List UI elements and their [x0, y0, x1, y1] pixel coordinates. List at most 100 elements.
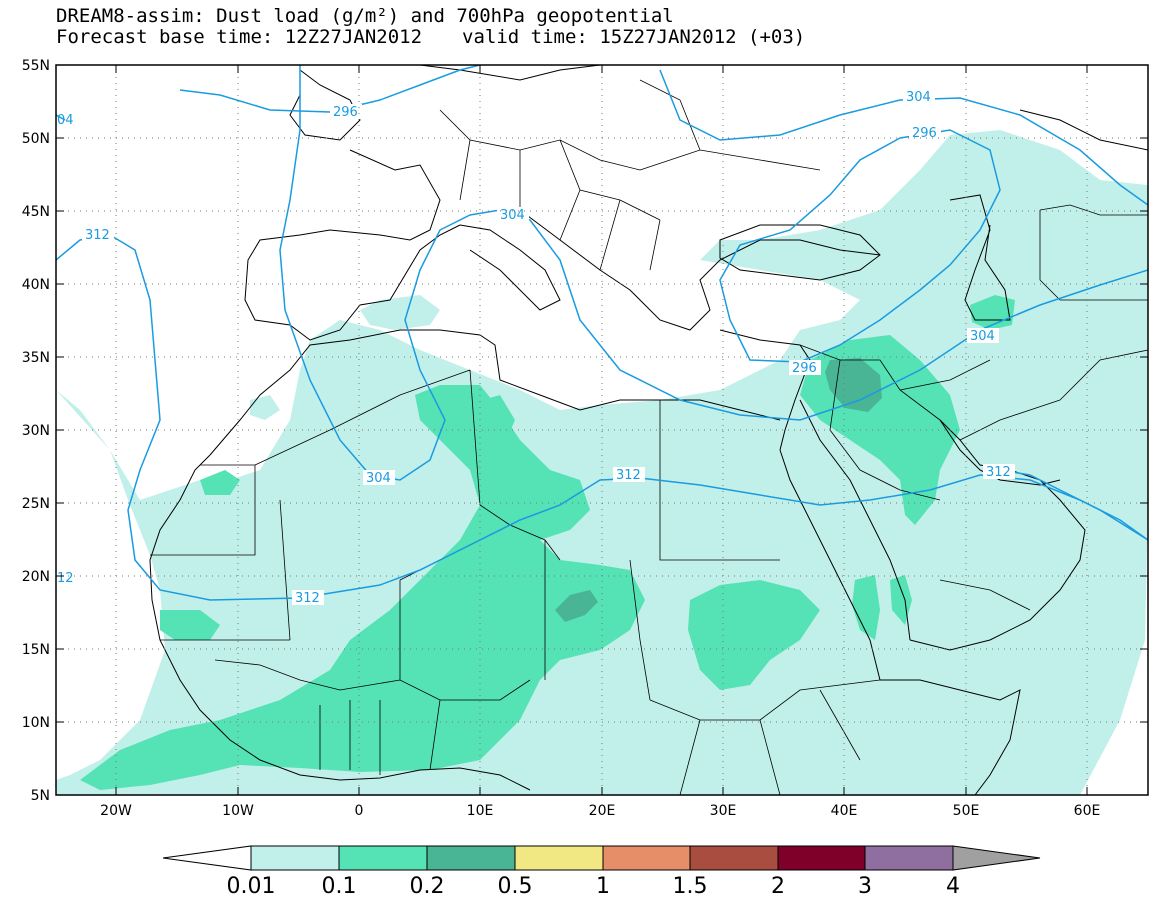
lon-label: 0	[355, 803, 364, 819]
contour-line-304-west-edge	[56, 114, 66, 121]
lon-tick-marks	[115, 65, 1088, 795]
colorbar-label: 0.5	[498, 874, 533, 899]
dust-area-mid-sahel	[80, 385, 645, 790]
border-lines-europe	[439, 79, 821, 271]
lat-label: 35N	[22, 350, 50, 366]
contour-label-bg	[909, 125, 941, 140]
contour-label-bg	[82, 227, 114, 242]
coastline-scandinavia	[419, 65, 601, 81]
axis-ticks	[56, 64, 1148, 796]
border-lines-east-africa	[629, 559, 881, 795]
map-grid	[56, 65, 1148, 795]
contour-label: 312	[616, 468, 641, 483]
contour-label-bg	[967, 328, 999, 343]
contour-label: 312	[986, 465, 1011, 480]
colorbar-swatch	[777, 845, 866, 871]
contour-label: 304	[970, 329, 995, 344]
contour-label-bg	[363, 470, 395, 485]
colorbar-label: 4	[946, 874, 960, 899]
colorbar-swatch	[338, 845, 428, 871]
lat-label: 10N	[22, 715, 50, 731]
contour-label-bg	[789, 360, 821, 375]
contour-label: 304	[500, 208, 525, 223]
dust-area-high-iraq	[825, 358, 882, 412]
contour-label: 312	[295, 591, 320, 606]
colorbar-label: 0.01	[227, 874, 276, 899]
dust-shading	[56, 130, 1148, 795]
contour-line-304-central	[279, 65, 1148, 481]
colorbar-swatch	[250, 845, 340, 871]
valid-time: valid time: 15Z27JAN2012 (+03)	[462, 26, 806, 48]
contour-label-bg	[903, 89, 935, 104]
time-line: Forecast base time: 12Z27JAN2012 valid ti…	[56, 27, 805, 48]
lat-tick-marks	[56, 64, 1148, 796]
contour-label-bg	[613, 467, 645, 482]
lon-label: 40E	[831, 803, 858, 819]
colorbar-swatch	[689, 845, 779, 871]
colorbar-label: 0.1	[322, 874, 357, 899]
colorbar-label: 2	[771, 874, 785, 899]
colorbar-labels: 0.01 0.1 0.2 0.5 1 1.5 2 3 4	[227, 874, 960, 899]
contour-label: 312	[85, 228, 110, 243]
colorbar-label: 3	[858, 874, 872, 899]
dust-area-mid-sahara-north	[465, 395, 515, 455]
contour-labels: 296 304 296 304 312 304 304 296 312 312 …	[57, 89, 1015, 606]
contour-label-bg	[330, 104, 362, 119]
coastline-italy	[459, 224, 561, 311]
dust-area-mid-iran	[970, 295, 1015, 330]
coastline-caspian	[949, 194, 1011, 321]
lon-label: 20E	[589, 803, 616, 819]
lon-label: 60E	[1074, 803, 1101, 819]
lat-label: 55N	[22, 58, 50, 74]
country-borders	[150, 79, 1148, 795]
coastline-west-africa	[149, 454, 531, 791]
colorbar-swatch	[426, 845, 516, 871]
colorbar-label: 1	[596, 874, 610, 899]
dust-area-low-morocco	[250, 395, 280, 420]
lon-label: 10W	[222, 803, 254, 819]
contour-label: 04	[57, 113, 74, 128]
colorbar-label: 0.2	[410, 874, 445, 899]
contour-label: 12	[57, 571, 74, 586]
contour-label-bg	[983, 464, 1015, 479]
colorbar-min-arrow	[162, 845, 252, 871]
coastline-blacksea	[719, 224, 881, 281]
coastline-britain	[289, 69, 361, 141]
coastline-arabia	[909, 419, 1086, 651]
dust-area-high-chad	[555, 590, 598, 622]
border-lines-middle-east	[799, 204, 1148, 611]
map-title-block: DREAM8-assim: Dust load (g/m²) and 700hP…	[56, 6, 805, 48]
coastline-north-africa	[209, 329, 781, 456]
dust-area-mid-redsea	[852, 575, 880, 640]
contour-label: 304	[366, 471, 391, 486]
dust-area-mid-wmauritania	[200, 470, 240, 495]
dust-area-low-iberia	[360, 295, 440, 330]
map-title: DREAM8-assim: Dust load (g/m²) and 700hP…	[56, 5, 674, 27]
contour-label: 296	[912, 126, 937, 141]
lat-label: 30N	[22, 423, 50, 439]
dust-area-mid-sudan	[688, 580, 820, 690]
lon-label: 30E	[710, 803, 737, 819]
lon-label: 10E	[467, 803, 494, 819]
colorbar-swatch	[864, 845, 954, 871]
contour-line-312-east	[999, 469, 1148, 541]
longitude-labels: 20W 10W 0 10E 20E 30E 40E 50E 60E	[100, 803, 1100, 819]
map-outlines	[149, 65, 1148, 795]
colorbar-label: 1.5	[673, 874, 708, 899]
contour-line-312-west	[56, 234, 1148, 601]
contour-label: 296	[333, 105, 358, 120]
lat-label: 45N	[22, 204, 50, 220]
contour-label-bg	[292, 590, 324, 605]
colorbar-swatch	[514, 845, 604, 871]
lat-label: 25N	[22, 496, 50, 512]
colorbar	[162, 845, 1041, 871]
lat-label: 20N	[22, 569, 50, 585]
lat-label: 50N	[22, 131, 50, 147]
latitude-labels: 55N 50N 45N 40N 35N 30N 25N 20N 15N 10N …	[22, 58, 50, 804]
coastline-east-asia	[1019, 109, 1148, 151]
coastline-horn	[880, 679, 1021, 795]
lon-label: 20W	[100, 803, 132, 819]
dust-area-mid-senegal	[160, 610, 220, 640]
contour-label: 304	[906, 90, 931, 105]
